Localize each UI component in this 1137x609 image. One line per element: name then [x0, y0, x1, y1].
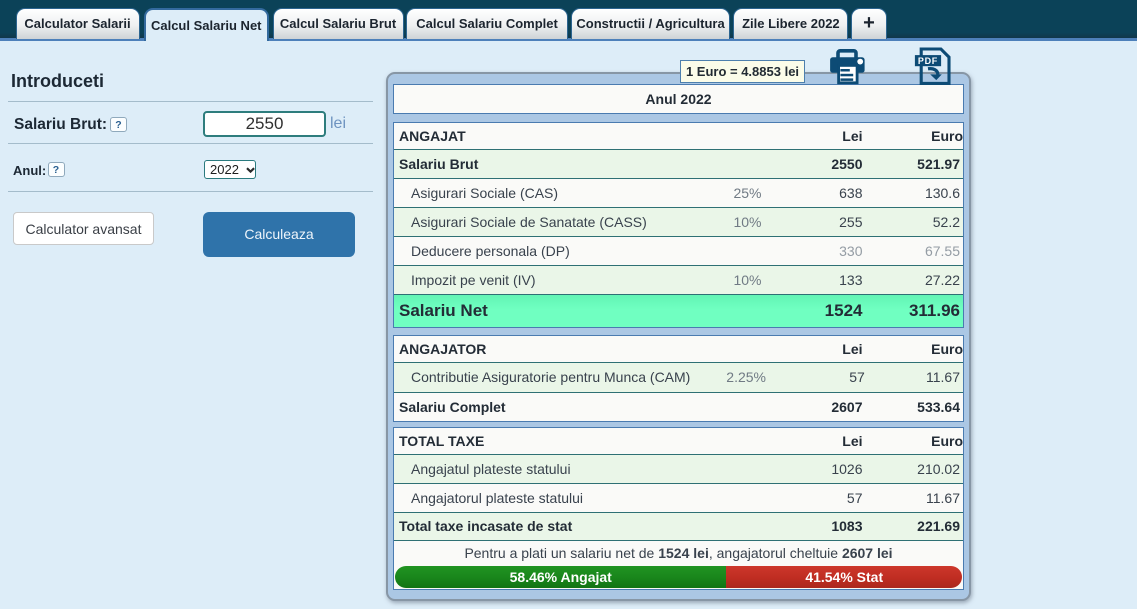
- svg-text:PDF: PDF: [918, 56, 938, 66]
